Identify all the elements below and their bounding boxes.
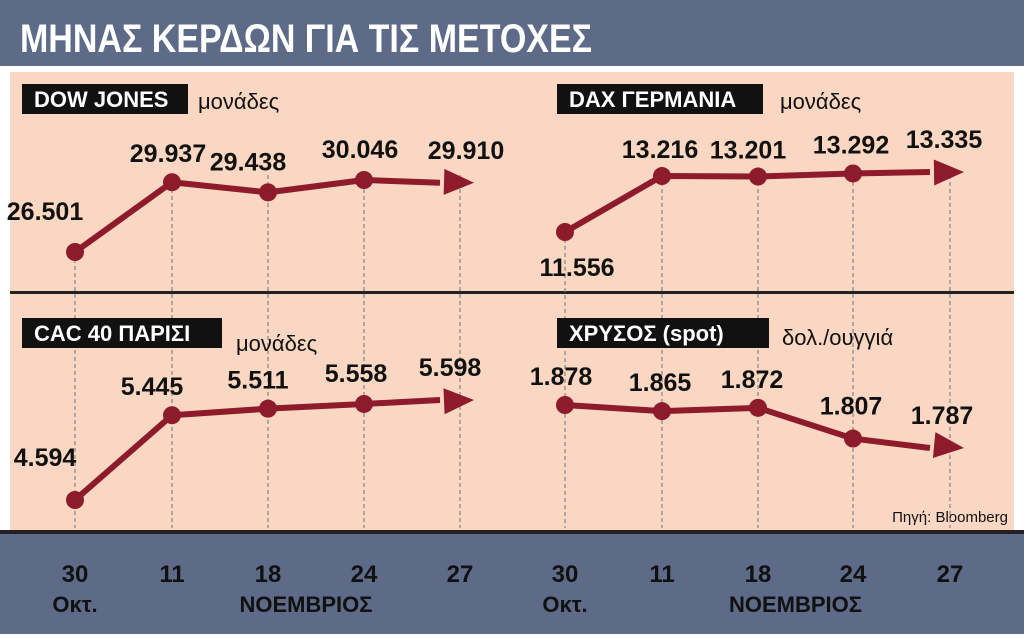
x-tick-day: 24 [351,561,378,588]
data-label: 5.598 [419,354,482,382]
data-label: 11.556 [539,254,614,282]
chart-unit: μονάδες [236,331,317,356]
data-point [556,396,574,414]
data-point [844,429,862,448]
x-tick-day: 11 [159,561,184,588]
panel-row-divider [10,291,1014,294]
data-point [355,394,373,413]
chart-title-badge [557,84,763,114]
data-label: 13.335 [906,126,983,154]
data-label: 26.501 [7,198,84,226]
data-label: 30.046 [322,136,398,164]
chart-4: 1.878 1.865 1.872 1.807 1.787 ΧΡΥΣΟΣ (spot) δο… [530,318,974,459]
data-label: 4.594 [14,444,77,472]
chart-title-badge [22,318,222,348]
arrowhead-icon [443,168,474,195]
x-axis: 30 Οκτ. 11 18 24 27 ΝΟΕΜΒΡΙΟΣ 30 Οκτ. 11 18 24 27 ΝΟΕ… [52,561,963,617]
x-axis-band-edge [0,530,1024,534]
page-title: ΜΗΝΑΣ ΚΕΡΔΩΝ ΓΙΑ ΤΙΣ ΜΕΤΟΧΕΣ [20,15,592,60]
data-label: 1.878 [530,363,593,391]
chart-unit: δολ./ουγγιά [782,325,893,350]
source-note: Πηγή: Bloomberg [892,509,1008,526]
x-tick-day: 24 [840,561,867,588]
data-label: 29.910 [428,137,504,165]
data-point [355,171,373,189]
data-point [66,491,84,509]
x-month-label: ΝΟΕΜΒΡΙΟΣ [729,592,862,617]
header-divider [0,66,1024,70]
arrowhead-icon [932,432,964,459]
chart-title: DAX ΓΕΡΜΑΝΙΑ [569,87,736,112]
arrowhead-icon [933,159,964,186]
data-label: 1.787 [911,402,974,430]
data-point [844,164,862,183]
arrowhead-icon [443,388,474,415]
chart-unit: μονάδες [780,89,861,114]
chart-title: ΧΡΥΣΟΣ (spot) [569,321,724,346]
data-label: 13.292 [813,131,889,159]
chart-unit: μονάδες [198,89,279,114]
x-tick-day: 27 [447,561,474,588]
chart-2: 11.556 13.216 13.201 13.292 13.335 DAX ΓΕΡΜΑΝ… [539,84,982,282]
data-point [259,183,277,202]
chart-1: 26.501 29.937 29.438 30.046 29.910 DOW JONES μ… [7,84,504,261]
data-point [163,406,181,425]
data-label: 29.438 [210,148,287,176]
x-tick-day: 27 [937,561,964,588]
x-tick-month: Οκτ. [542,592,587,617]
data-point [749,167,767,186]
data-point [653,402,671,421]
data-label: 5.445 [121,373,184,401]
chart-title: CAC 40 ΠΑΡΙΣΙ [34,321,190,346]
data-label: 1.872 [721,366,784,394]
x-tick-month: Οκτ. [52,592,97,617]
x-tick-day: 11 [649,561,674,588]
data-label: 5.511 [227,367,288,395]
data-label: 13.201 [710,137,787,165]
data-label: 13.216 [622,136,698,164]
data-point [259,399,277,418]
header-band [0,0,1024,70]
data-label: 1.807 [820,393,883,421]
data-point [653,167,671,186]
x-tick-day: 30 [62,561,89,588]
chart-3: 4.594 5.445 5.511 5.558 5.598 CAC 40 ΠΑΡΙΣΙ μο… [14,318,482,509]
chart-title-badge [22,84,188,114]
gridlines [74,175,951,528]
data-point [163,173,181,192]
x-tick-day: 30 [552,561,579,588]
x-month-label: ΝΟΕΜΒΡΙΟΣ [240,592,373,617]
data-label: 1.865 [629,369,692,397]
x-tick-day: 18 [745,561,772,588]
data-label: 29.937 [130,140,206,168]
data-label: 5.558 [325,360,388,388]
chart-title-badge [557,318,769,348]
x-axis-band [0,534,1024,634]
chart-title: DOW JONES [34,87,168,112]
chart-panels: 26.501 29.937 29.438 30.046 29.910 DOW JONES μ… [7,84,982,509]
data-point [749,398,767,417]
x-tick-day: 18 [255,561,282,588]
charts-panel [10,72,1014,530]
data-point [66,243,84,261]
data-point [556,223,574,241]
